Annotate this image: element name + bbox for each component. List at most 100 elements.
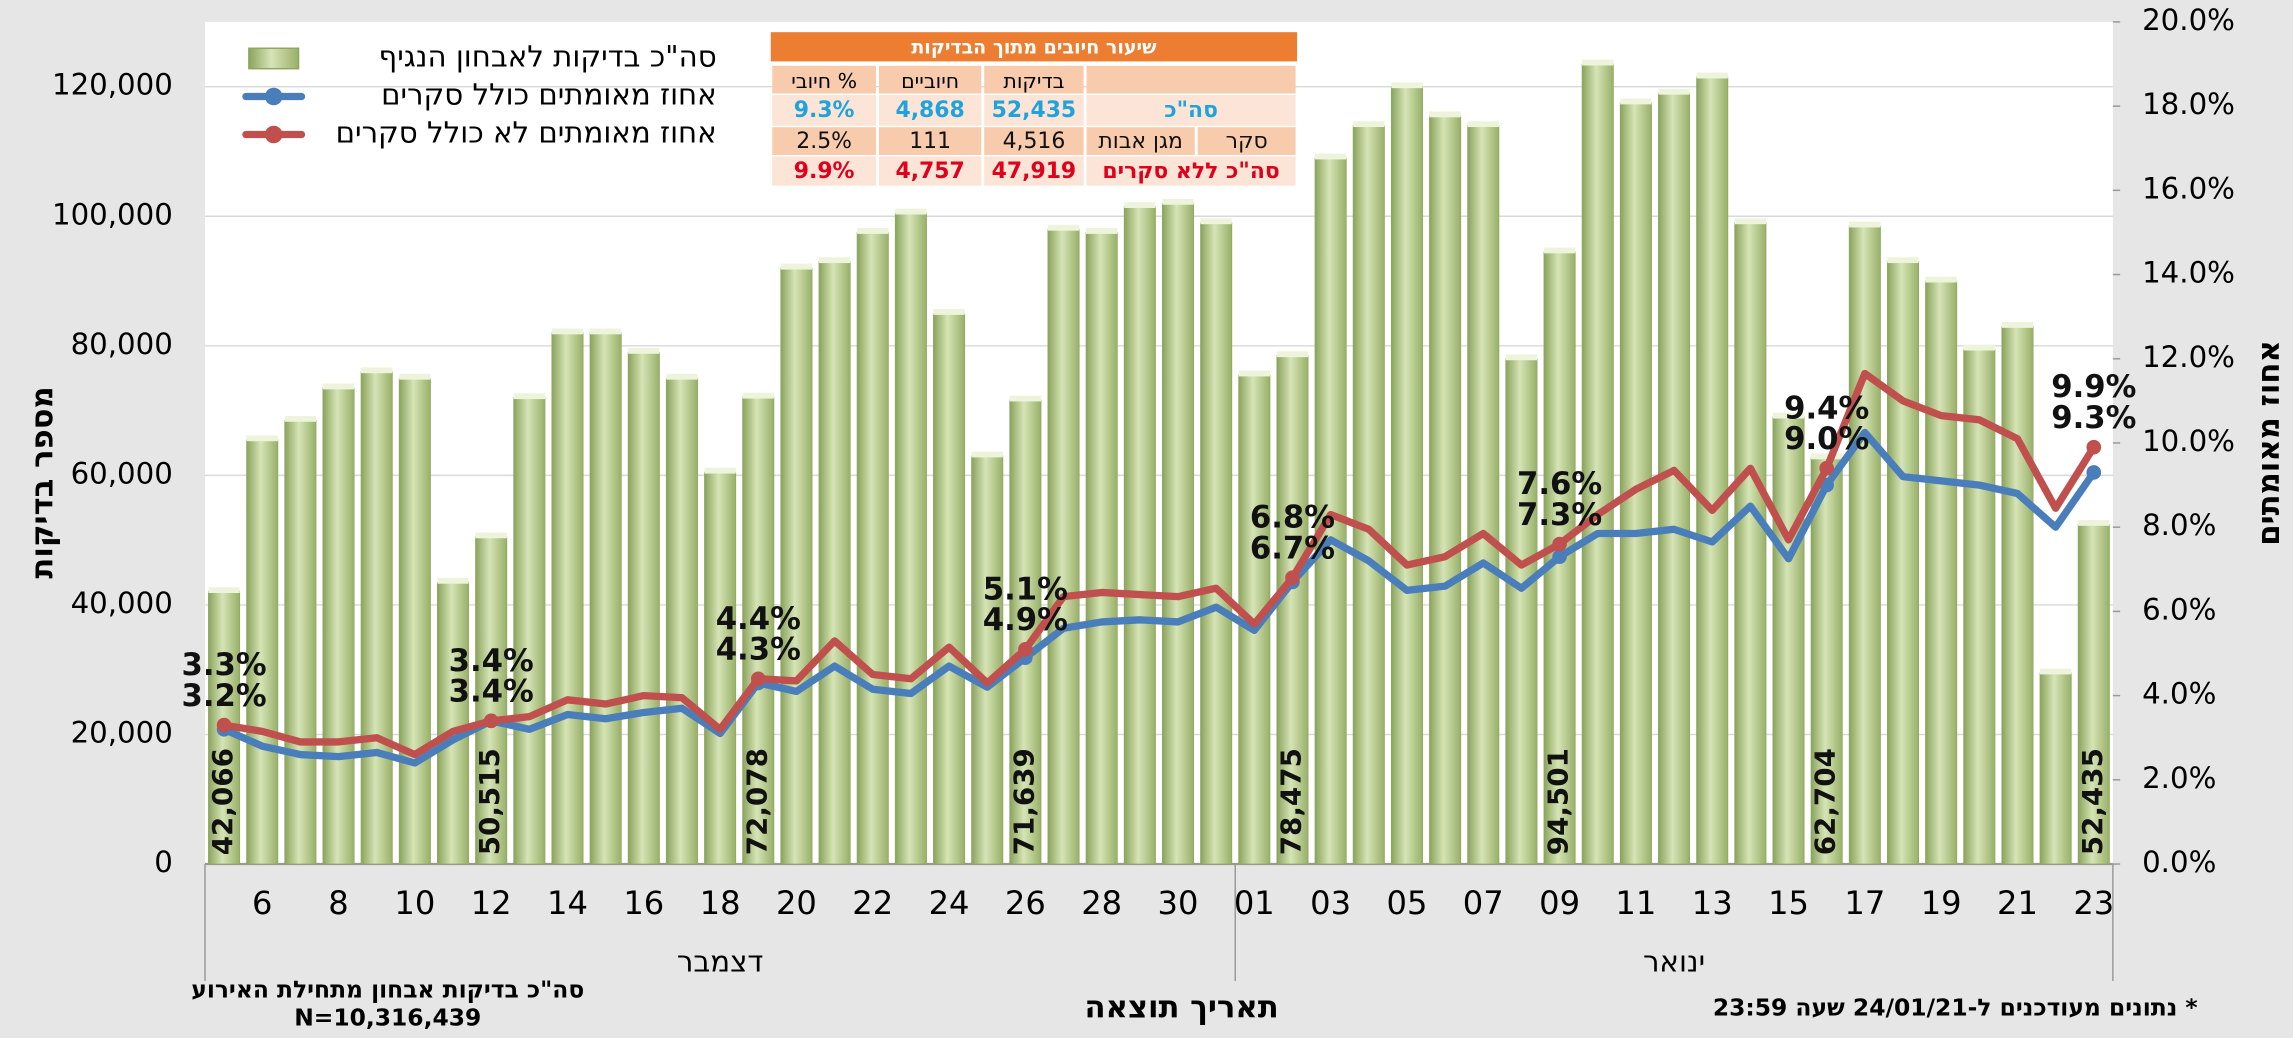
bar [1123,206,1156,865]
bar-cap [246,435,278,442]
bar [1085,232,1118,865]
bar-cap [1086,228,1118,234]
x-tick-label: 30 [1158,884,1199,922]
bar-cap [1353,121,1385,128]
bar-cap [1582,59,1614,66]
table-cell: סה"כ [1164,98,1218,123]
bar-cap [1124,202,1156,209]
bar [1848,225,1881,865]
bar [856,232,889,865]
bar [1925,280,1958,865]
point [1819,460,1834,476]
line-value-label: 5.1% [983,572,1068,607]
point [483,713,499,729]
bar-cap [2001,321,2034,328]
bar-cap [589,328,622,335]
footnote: * נתונים מעודכנים ל-24/01/21 שעה 23:59 [1713,993,2198,1021]
bar-cap [742,392,774,399]
bar [1047,228,1080,865]
table-cell-bg [984,127,1084,155]
bar-cap [1200,218,1232,225]
bar [665,377,698,865]
bar-cap [1849,221,1881,228]
bar-cap [971,451,1003,458]
x-tick-label: 12 [471,884,512,922]
line-value-label: 9.9% [2051,370,2136,405]
bar-cap [1811,453,1843,460]
bar [398,377,431,865]
bar-cap [1391,82,1423,89]
x-tick-label: 21 [1997,884,2038,922]
bar-cap [1238,370,1270,377]
table-cell-bg [984,95,1084,126]
bar-cap [208,587,240,593]
x-tick-label: 28 [1081,884,1122,922]
y2-tick-label: 4.0% [2142,677,2216,711]
bar-value-label: 72,078 [740,748,773,855]
legend-label: אחוז מאומתים כולל סקרים [381,77,717,111]
legend-label: אחוז מאומתים לא כולל סקרים [336,116,717,150]
table-cell-bg [772,65,877,94]
y2-tick-label: 16.0% [2142,171,2235,205]
x-tick-label: 18 [700,884,741,922]
x-tick-label: 8 [328,884,348,922]
bar-cap [1963,344,1995,351]
bar-cap [895,208,927,215]
y2-tick-label: 10.0% [2142,424,2235,458]
bar-cap [818,257,851,264]
bar-cap [1009,395,1042,402]
table-cell: 9.9% [794,159,855,184]
table-title: שיעור חיובים מתוך הבדיקות [911,37,1157,59]
bar-cap [1047,224,1080,231]
bar [1696,76,1729,865]
table-cell-bg [1197,127,1296,155]
line-series [220,369,2098,759]
legend-swatch [248,47,300,70]
line-value-label: 3.2% [182,679,267,714]
bar [1886,261,1920,865]
bar-cap [1887,257,1919,264]
table-cell-bg [1086,65,1296,94]
line-value-label: 7.6% [1517,467,1602,502]
table-cell: מגן אבות [1098,129,1183,154]
x-tick-label: 03 [1310,884,1351,922]
line-value-label: 4.3% [716,632,801,667]
y2-tick-label: 2.0% [2142,761,2216,795]
table-title-bg [770,32,1298,62]
table-cell: 4,868 [895,98,964,123]
line-value-label: 6.7% [1250,531,1335,566]
bar-cap [513,393,545,400]
table-cell: 9.3% [794,98,855,123]
table-cell: סה"כ ללא סקרים [1102,159,1279,184]
bar [513,397,546,865]
table-header: חיוביים [901,69,959,93]
bar [1200,222,1233,865]
bar [933,313,966,865]
bar-cap [1467,121,1499,128]
bar-cap [933,309,965,315]
table-cell: 52,435 [992,98,1077,123]
bar [1772,416,1805,865]
bar [284,419,317,865]
table-cell-bg [1086,156,1296,186]
bar [2039,672,2072,865]
bar [780,267,813,865]
x-tick-label: 23 [2073,884,2114,922]
bar-value-label: 42,066 [206,748,239,855]
point [2086,439,2102,455]
table-cell-bg [984,65,1084,94]
bar [1390,86,1423,865]
bar [1352,125,1385,865]
table-cell: סקר [1226,129,1268,154]
table-header: בדיקות [1003,69,1064,93]
line-value-label: 9.3% [2051,401,2136,436]
bar-cap [1314,153,1347,160]
bar-cap [1696,72,1728,79]
bar [1810,457,1843,865]
bar-cap [475,532,507,539]
bar [475,536,508,865]
point [1552,549,1567,564]
bar [704,471,737,865]
line-value-label: 4.4% [716,602,801,637]
